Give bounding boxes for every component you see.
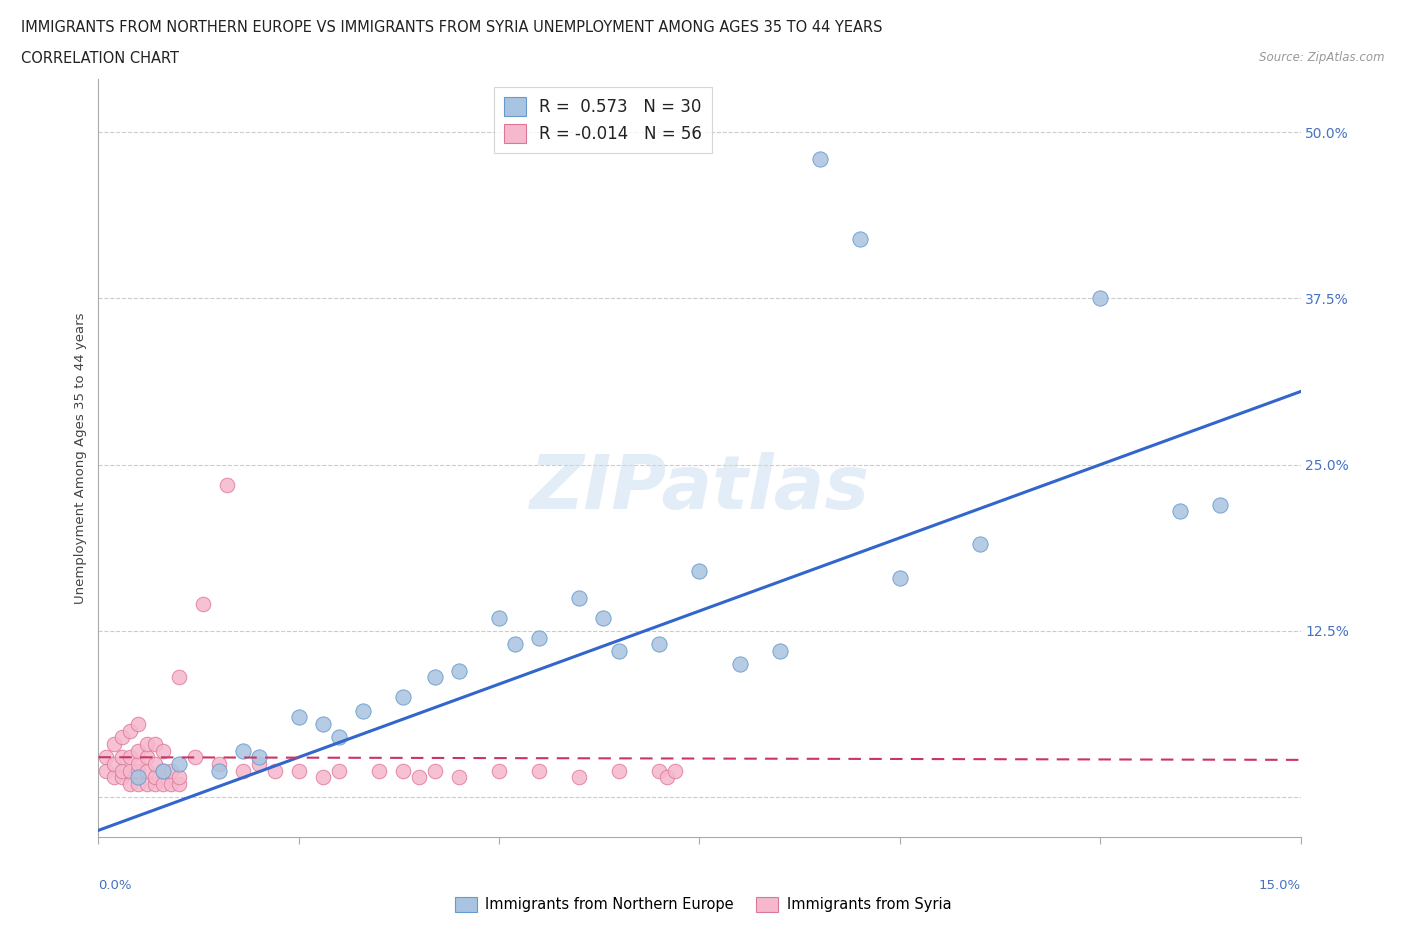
Point (648, 764, 671, 778)
Point (568, 591, 591, 605)
Point (688, 564, 710, 578)
Point (529, 631, 551, 645)
Text: 15.0%: 15.0% (1258, 879, 1301, 892)
Point (215, 477, 238, 492)
Point (111, 730, 134, 745)
Point (128, 770, 150, 785)
Point (312, 770, 335, 785)
Point (392, 690, 415, 705)
Point (96, 750, 118, 764)
Point (568, 770, 591, 785)
Point (247, 750, 270, 764)
Y-axis label: Unemployment Among Ages 35 to 44 years: Unemployment Among Ages 35 to 44 years (75, 312, 87, 604)
Point (167, 670, 190, 684)
Point (488, 610, 510, 625)
Point (143, 770, 166, 785)
Point (1209, 498, 1232, 512)
Point (183, 750, 205, 764)
Point (609, 644, 631, 658)
Point (447, 663, 470, 678)
Point (664, 764, 686, 778)
Point (889, 570, 911, 585)
Point (152, 764, 174, 778)
Point (208, 756, 231, 771)
Point (609, 764, 631, 778)
Point (111, 764, 134, 778)
Text: 0.0%: 0.0% (98, 879, 132, 892)
Point (167, 756, 190, 771)
Point (135, 750, 157, 764)
Point (648, 637, 671, 652)
Point (352, 703, 374, 718)
Point (120, 750, 142, 764)
Text: IMMIGRANTS FROM NORTHERN EUROPE VS IMMIGRANTS FROM SYRIA UNEMPLOYMENT AMONG AGES: IMMIGRANTS FROM NORTHERN EUROPE VS IMMIG… (21, 20, 883, 35)
Point (135, 764, 157, 778)
Point (392, 764, 415, 778)
Point (447, 770, 470, 785)
Point (128, 716, 150, 731)
Legend: R =  0.573   N = 30, R = -0.014   N = 56: R = 0.573 N = 30, R = -0.014 N = 56 (495, 87, 713, 153)
Point (328, 730, 350, 745)
Point (103, 737, 125, 751)
Point (152, 764, 174, 778)
Point (135, 777, 157, 791)
Point (143, 756, 166, 771)
Point (232, 743, 254, 758)
Point (128, 756, 150, 771)
Point (657, 770, 679, 785)
Point (159, 764, 181, 778)
Point (103, 770, 125, 785)
Point (232, 764, 254, 778)
Point (120, 764, 142, 778)
Point (503, 637, 526, 652)
Point (143, 737, 166, 751)
Point (128, 777, 150, 791)
Point (263, 764, 285, 778)
Point (143, 777, 166, 791)
Point (120, 777, 142, 791)
Point (128, 764, 150, 778)
Text: ZIPatlas: ZIPatlas (530, 452, 869, 525)
Point (152, 743, 174, 758)
Point (728, 657, 751, 671)
Point (103, 756, 125, 771)
Point (969, 537, 991, 551)
Point (120, 724, 142, 738)
Point (128, 743, 150, 758)
Point (1170, 504, 1192, 519)
Point (288, 710, 311, 724)
Point (111, 750, 134, 764)
Point (96, 764, 118, 778)
Point (592, 610, 614, 625)
Point (247, 756, 270, 771)
Legend: Immigrants from Northern Europe, Immigrants from Syria: Immigrants from Northern Europe, Immigra… (449, 891, 957, 918)
Point (368, 764, 391, 778)
Point (135, 737, 157, 751)
Point (111, 770, 134, 785)
Text: Source: ZipAtlas.com: Source: ZipAtlas.com (1260, 51, 1385, 64)
Text: CORRELATION CHART: CORRELATION CHART (21, 51, 179, 66)
Point (768, 644, 790, 658)
Point (152, 777, 174, 791)
Point (849, 232, 872, 246)
Point (167, 770, 190, 785)
Point (208, 764, 231, 778)
Point (328, 764, 350, 778)
Point (488, 764, 510, 778)
Point (288, 764, 311, 778)
Point (1088, 291, 1111, 306)
Point (191, 597, 214, 612)
Point (423, 670, 446, 684)
Point (408, 770, 430, 785)
Point (312, 716, 335, 731)
Point (159, 777, 181, 791)
Point (167, 777, 190, 791)
Point (529, 764, 551, 778)
Point (423, 764, 446, 778)
Point (808, 152, 831, 166)
